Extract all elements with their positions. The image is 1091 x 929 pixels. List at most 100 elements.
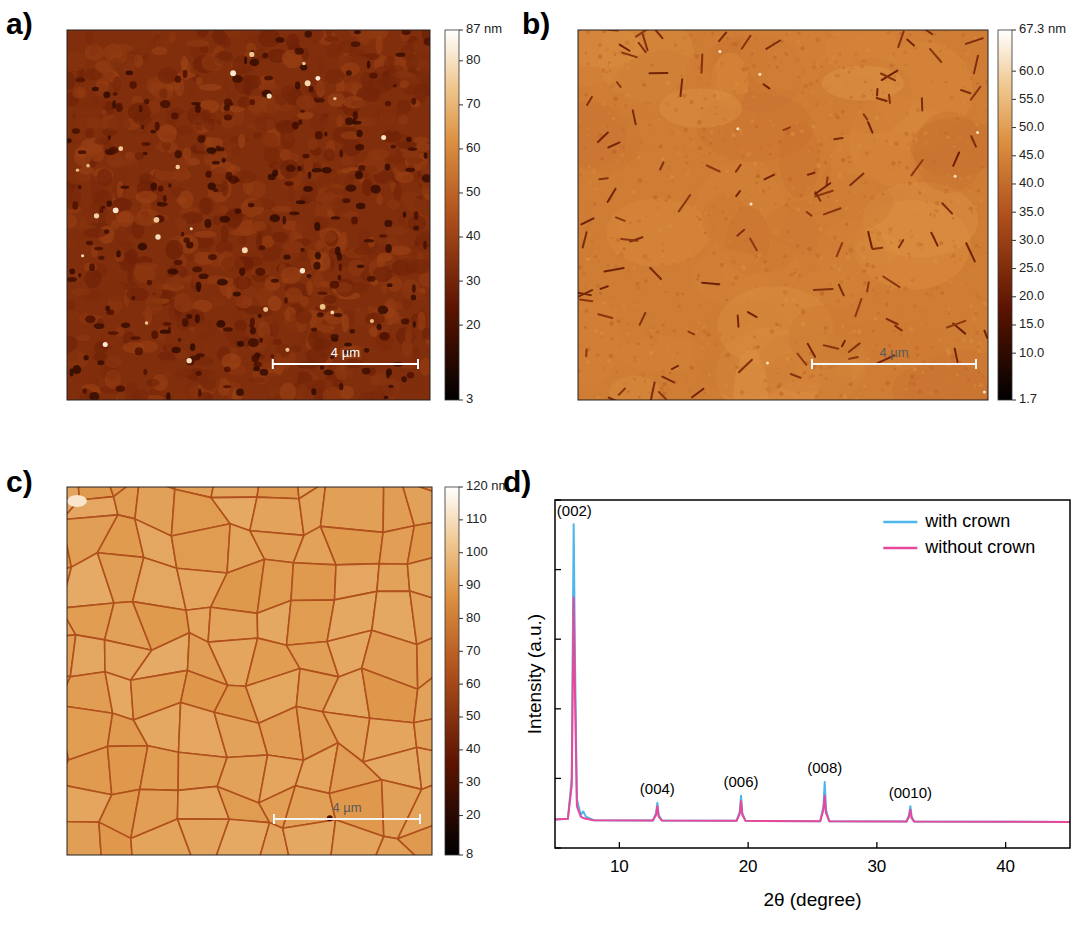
afm-grain [217, 30, 225, 38]
afm-speck [845, 222, 849, 226]
afm-speck [801, 311, 805, 315]
afm-grain [300, 248, 307, 261]
afm-pit [78, 273, 81, 278]
afm-speck [618, 179, 622, 183]
afm-pit [224, 114, 232, 120]
afm-speck [867, 189, 869, 191]
afm-speck [812, 65, 817, 70]
afm-grain [376, 333, 394, 352]
afm-particle [103, 342, 108, 347]
afm-speck [786, 130, 790, 134]
afm-particle [230, 70, 236, 76]
afm-grain [349, 30, 365, 37]
afm-grain [70, 288, 91, 295]
afm-grain [107, 371, 120, 381]
afm-speck [681, 292, 684, 295]
afm-speck [923, 147, 925, 149]
afm-pit [94, 323, 105, 329]
afm-speck [594, 297, 598, 301]
afm-speck [864, 180, 867, 183]
afm-pit [78, 185, 82, 189]
afm-speck [833, 37, 835, 39]
afm-speck [746, 152, 751, 157]
afm-pit [239, 268, 245, 276]
afm-grain [376, 194, 383, 205]
afm-pit [303, 186, 312, 192]
afm-grain [418, 272, 430, 288]
afm-speck [792, 380, 794, 382]
afm-speck [713, 94, 717, 98]
afm-patch [815, 219, 888, 293]
afm-speck [662, 250, 664, 252]
afm-speck [953, 244, 958, 249]
afm-speck [609, 321, 614, 326]
afm-pit [168, 183, 172, 188]
afm-speck [889, 286, 894, 291]
afm-pit [151, 331, 158, 340]
afm-speck [893, 167, 895, 169]
afm-speck [961, 238, 963, 240]
afm-speck [885, 79, 887, 81]
afm-speck [809, 201, 812, 204]
afm-pit [163, 195, 167, 202]
afm-speck [647, 302, 650, 305]
afm-grain [94, 341, 108, 354]
afm-grain [175, 126, 193, 135]
afm-speck [803, 103, 806, 106]
afm-speck [874, 317, 877, 320]
colorbar-tick-label: 50 [466, 184, 480, 199]
afm-grain [412, 39, 424, 50]
afm-speck [969, 339, 973, 343]
afm-pit [89, 263, 95, 271]
afm-speck [850, 382, 854, 386]
afm-speck [581, 279, 583, 281]
colorbar-tick-label: 40 [466, 228, 480, 243]
afm-speck [830, 142, 834, 146]
afm-particle [86, 164, 90, 168]
afm-speck [816, 144, 818, 146]
afm-grain [117, 211, 134, 228]
afm-pit [311, 328, 317, 332]
afm-grain [407, 259, 430, 274]
afm-speck [755, 125, 758, 128]
afm-speck [698, 188, 701, 191]
afm-speck [948, 313, 950, 315]
afm-particle [242, 247, 248, 253]
afm-speck [785, 115, 788, 118]
colorbar-tick-label: 3 [466, 391, 473, 406]
afm-speck [680, 267, 683, 270]
afm-speck [714, 187, 717, 190]
afm-pit [346, 70, 352, 75]
colorbar-tick [459, 281, 463, 282]
afm-speck [708, 179, 712, 183]
afm-speck [871, 38, 873, 40]
afm-speck [961, 33, 964, 36]
afm-image [67, 30, 430, 400]
afm-speck [824, 161, 827, 164]
afm-pit [283, 254, 290, 259]
afm-speck [651, 344, 653, 346]
afm-speck [601, 336, 603, 338]
afm-grain [128, 314, 137, 322]
afm-grain [416, 231, 430, 245]
afm-pit [342, 198, 350, 203]
afm-pit [141, 142, 150, 146]
afm-pit [345, 184, 356, 191]
afm-pit [92, 87, 99, 91]
afm-grain [327, 93, 345, 106]
afm-speck [909, 255, 911, 257]
image-frame [67, 30, 430, 400]
afm-speck [948, 243, 950, 245]
afm-speck [745, 103, 748, 106]
afm-grain [340, 157, 354, 166]
afm-speck [641, 233, 643, 235]
afm-pit [143, 152, 148, 155]
afm-grain [86, 30, 93, 45]
afm-speck [778, 140, 782, 144]
afm-grain [370, 326, 378, 337]
afm-speck [781, 181, 784, 184]
afm-pit [178, 338, 181, 342]
afm-speck [939, 50, 941, 52]
afm-particle [145, 321, 148, 324]
afm-pit [338, 275, 342, 281]
